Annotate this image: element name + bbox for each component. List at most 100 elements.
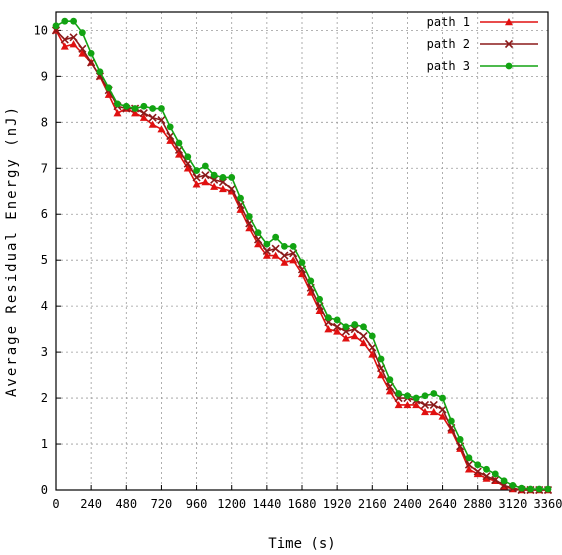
data-point <box>262 246 271 256</box>
data-point <box>52 22 60 30</box>
data-point <box>429 407 438 416</box>
data-point <box>61 17 69 25</box>
series-3 <box>52 17 552 493</box>
x-axis-label: Time (s) <box>268 536 335 552</box>
data-point <box>289 243 297 250</box>
data-point <box>360 323 367 331</box>
legend-label: path 1 <box>427 15 470 29</box>
data-point <box>166 136 175 144</box>
data-point <box>394 400 403 409</box>
data-point <box>228 174 236 181</box>
data-point <box>324 314 332 322</box>
data-point <box>272 233 280 241</box>
data-point <box>439 394 446 402</box>
data-point <box>289 256 298 264</box>
data-point <box>316 295 323 303</box>
data-point <box>166 123 174 131</box>
data-point <box>474 461 482 469</box>
legend-marker <box>504 39 514 49</box>
data-point <box>105 84 113 92</box>
data-point <box>175 150 183 158</box>
data-point <box>78 49 87 57</box>
legend-item: path 3 <box>427 59 538 73</box>
data-point <box>368 350 377 358</box>
data-point <box>333 316 341 324</box>
legend: path 1 path 2 path 3 <box>427 15 538 73</box>
data-point <box>140 102 148 110</box>
data-point <box>333 322 342 331</box>
data-point <box>78 29 86 37</box>
data-point <box>342 323 350 331</box>
data-point <box>412 394 420 402</box>
data-point <box>473 467 482 476</box>
data-point <box>113 109 122 117</box>
data-point <box>509 482 517 489</box>
data-point <box>324 325 333 333</box>
y-tick-label: 9 <box>41 69 48 83</box>
data-point <box>404 392 411 400</box>
data-point <box>465 454 473 462</box>
x-tick-label: 1200 <box>217 497 246 511</box>
data-point <box>421 407 429 416</box>
data-point <box>368 332 376 340</box>
data-point <box>201 162 209 170</box>
data-point <box>464 465 473 473</box>
x-tick-label: 960 <box>186 497 208 511</box>
x-tick-label: 2400 <box>393 497 422 511</box>
y-axis-label: Average Residual Energy (nJ) <box>4 105 20 397</box>
data-point <box>69 40 78 48</box>
legend-label: path 2 <box>427 37 470 51</box>
x-tick-label: 0 <box>52 497 59 511</box>
data-point <box>139 109 148 118</box>
data-point <box>210 182 219 190</box>
data-point <box>87 49 95 57</box>
data-point <box>60 35 69 44</box>
y-tick-label: 10 <box>34 23 48 37</box>
data-point <box>245 224 254 232</box>
data-point <box>262 251 271 259</box>
y-tick-label: 3 <box>41 345 48 359</box>
data-point <box>87 58 96 67</box>
data-point <box>245 213 253 220</box>
data-point <box>122 102 130 110</box>
x-tick-label: 480 <box>115 497 137 511</box>
data-point <box>527 485 534 493</box>
data-point <box>281 243 288 250</box>
data-point <box>254 235 263 244</box>
data-point <box>149 105 157 112</box>
data-point <box>219 174 227 181</box>
data-point <box>403 400 412 409</box>
x-tick-label: 2640 <box>428 497 457 511</box>
data-point <box>482 474 491 482</box>
data-point <box>535 485 543 493</box>
data-point <box>350 332 359 340</box>
y-tick-label: 7 <box>41 161 48 175</box>
data-point <box>218 184 227 193</box>
x-tick-label: 2880 <box>463 497 492 511</box>
data-point <box>412 400 421 409</box>
data-point <box>491 475 500 484</box>
legend-marker <box>505 18 513 26</box>
data-point <box>500 477 508 485</box>
data-point <box>157 115 166 125</box>
data-point <box>482 472 491 481</box>
data-point <box>192 173 201 182</box>
data-point <box>430 390 438 397</box>
data-point <box>386 376 394 384</box>
data-point <box>456 436 464 443</box>
data-point <box>377 371 386 379</box>
data-point <box>263 240 271 248</box>
data-point <box>60 42 69 50</box>
data-point <box>483 465 490 473</box>
y-tick-label: 0 <box>41 483 48 497</box>
data-point <box>254 229 262 237</box>
y-tick-label: 4 <box>41 299 48 313</box>
data-point <box>421 392 429 400</box>
y-tick-label: 5 <box>41 253 48 267</box>
data-point <box>254 240 263 248</box>
data-point <box>438 412 447 420</box>
data-point <box>131 109 140 117</box>
data-point <box>227 184 236 194</box>
axis-ticks: 0 240 480 720 960 1200 1440 1680 1920 2160 2400 264… <box>34 23 562 511</box>
